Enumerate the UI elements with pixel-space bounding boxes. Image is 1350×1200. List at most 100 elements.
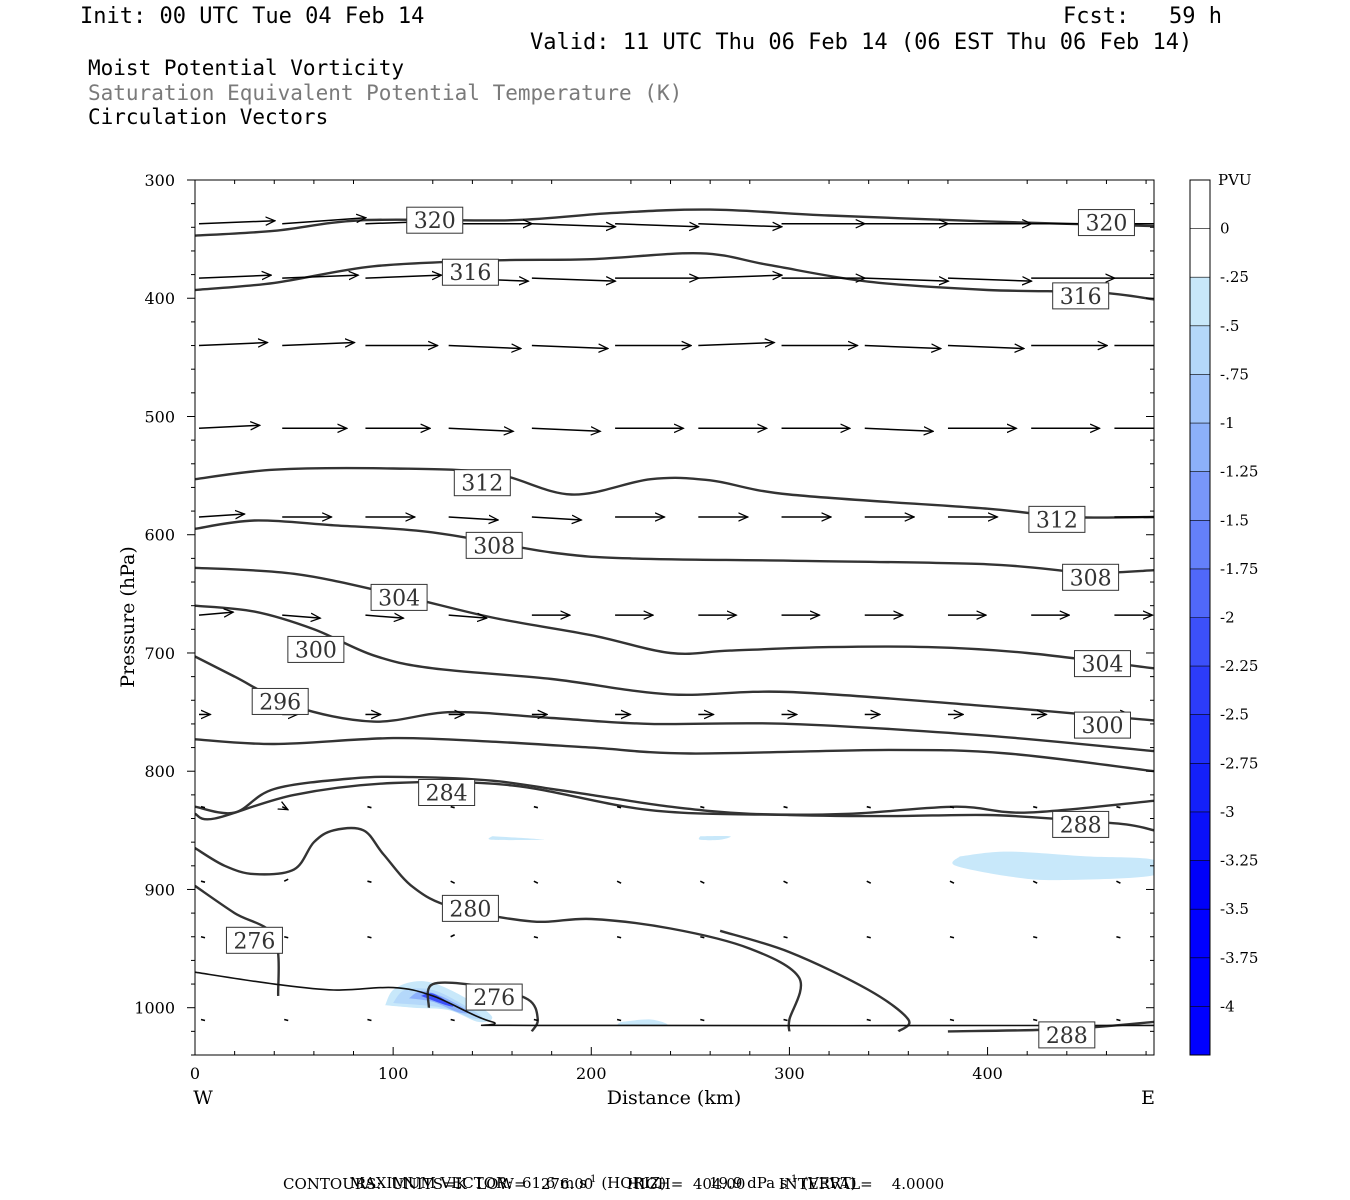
circulation-vector xyxy=(198,514,245,517)
colorbar-tick-label: 0 xyxy=(1220,220,1230,238)
x-tick-label: 300 xyxy=(774,1064,805,1083)
contour-label-box xyxy=(465,531,523,559)
circulation-vector xyxy=(450,934,456,938)
circulation-vector xyxy=(367,805,372,809)
plot-frame xyxy=(194,179,1155,1056)
theta-contour-308 xyxy=(195,519,1154,574)
contour-label-text: 300 xyxy=(1081,714,1123,739)
contour-label-280: 280 xyxy=(441,894,499,922)
circulation-vector xyxy=(866,880,872,884)
circulation-vector xyxy=(616,1018,622,1022)
contour-label-text: 312 xyxy=(1036,508,1078,533)
circulation-vector xyxy=(1032,805,1038,809)
contour-label-text: 316 xyxy=(449,261,491,286)
circulation-vector xyxy=(864,278,949,281)
contour-label-box xyxy=(406,206,464,234)
max-vector-label: MAXIMUM VECTOR: xyxy=(349,1174,513,1192)
circulation-vector xyxy=(200,935,206,939)
circulation-vector xyxy=(616,935,622,939)
contour-label-276: 276 xyxy=(225,926,283,954)
circulation-vector xyxy=(947,346,1024,349)
circulation-vector xyxy=(448,346,521,349)
colorbar-tick-label: -3 xyxy=(1220,803,1235,821)
contour-label-text: 276 xyxy=(473,986,515,1011)
circulation-vector xyxy=(284,935,289,939)
circulation-vector xyxy=(533,1018,539,1022)
circulation-vector xyxy=(699,880,705,884)
circulation-vector xyxy=(531,224,616,227)
contour-label-box xyxy=(1073,650,1131,678)
colorbar-tick-label: -.5 xyxy=(1220,317,1239,335)
circulation-vector xyxy=(1032,935,1038,939)
x-end-label-east: E xyxy=(1141,1087,1155,1109)
x-tick-label: 400 xyxy=(972,1064,1003,1083)
pv-region xyxy=(952,851,1154,881)
pv-colorbar: 0 -.25 -.5 -.75 -1 -1.25 -1.5 -1.75 -2 -2.25 -2.5 -… xyxy=(1189,179,1258,1056)
circulation-vector xyxy=(198,612,233,615)
colorbar-segment xyxy=(1190,180,1210,229)
theta-contour-280 xyxy=(719,929,911,1033)
circulation-vector xyxy=(282,343,354,346)
colorbar-segment xyxy=(1190,423,1210,472)
circulation-vector xyxy=(365,615,403,618)
contour-label-box xyxy=(418,779,476,806)
y-tick-label: 700 xyxy=(144,644,175,663)
colorbar-segment xyxy=(1190,957,1210,1007)
x-tick-label: 200 xyxy=(576,1064,607,1083)
contour-label-box xyxy=(441,894,499,922)
x-tick-label: 100 xyxy=(378,1064,409,1083)
theta-contour-layer xyxy=(195,208,1154,1033)
contour-label-box xyxy=(1077,209,1135,237)
pv-region xyxy=(488,836,545,841)
circulation-vector xyxy=(698,275,782,278)
field-title-vectors: Circulation Vectors xyxy=(88,105,329,129)
theta-contour-284 xyxy=(195,775,1154,816)
circulation-vector xyxy=(448,517,498,520)
colorbar-tick-label: -.25 xyxy=(1220,268,1249,286)
contour-label-box xyxy=(1028,505,1086,533)
contour-label-308: 308 xyxy=(1062,563,1120,591)
circulation-vector xyxy=(198,221,275,224)
contour-label-text: 312 xyxy=(461,472,503,497)
circulation-vector xyxy=(1032,1018,1038,1022)
terrain-line xyxy=(195,971,1154,1027)
colorbar-segment xyxy=(1190,763,1210,812)
circulation-vector xyxy=(698,224,782,227)
contour-label-312: 312 xyxy=(1028,505,1086,533)
colorbar-segment xyxy=(1190,471,1210,521)
colorbar-segment xyxy=(1190,617,1210,667)
contour-label-276: 276 xyxy=(465,983,523,1011)
colorbar-segment xyxy=(1190,811,1210,861)
circulation-vector xyxy=(1116,1018,1121,1022)
circulation-vector xyxy=(365,275,441,278)
x-tick-label: 0 xyxy=(190,1064,200,1083)
theta-contour-296 xyxy=(195,655,1154,753)
theta-contour-292 xyxy=(195,736,1154,773)
circulation-vector xyxy=(282,807,288,810)
circulation-vector xyxy=(616,805,622,809)
colorbar-tick-label: -3.25 xyxy=(1220,852,1258,870)
colorbar-tick-label: -1.5 xyxy=(1220,511,1249,529)
circulation-vector xyxy=(450,805,455,809)
contour-label-316: 316 xyxy=(1052,282,1110,310)
contour-label-box xyxy=(465,983,523,1011)
y-tick-label: 400 xyxy=(144,289,175,308)
contour-label-312: 312 xyxy=(453,469,511,497)
circulation-vector xyxy=(367,1018,372,1022)
vert-unit: (VERT) xyxy=(802,1174,857,1192)
colorbar-tick-label: -1.75 xyxy=(1220,560,1258,578)
circulation-vector-layer xyxy=(198,218,1154,1022)
colorbar-segment xyxy=(1190,666,1210,715)
circulation-vector xyxy=(864,428,933,431)
colorbar-tick-label: -2 xyxy=(1220,609,1235,627)
circulation-vector xyxy=(448,615,487,618)
circulation-vector xyxy=(864,346,941,349)
y-tick-label: 300 xyxy=(144,171,175,190)
circulation-vector xyxy=(198,343,267,346)
x-axis-label: Distance (km) xyxy=(607,1087,742,1109)
contour-label-text: 304 xyxy=(378,586,420,611)
contour-label-box xyxy=(251,687,309,715)
circulation-vector xyxy=(367,935,372,939)
circulation-vector xyxy=(700,935,705,939)
circulation-vector xyxy=(1116,805,1121,809)
